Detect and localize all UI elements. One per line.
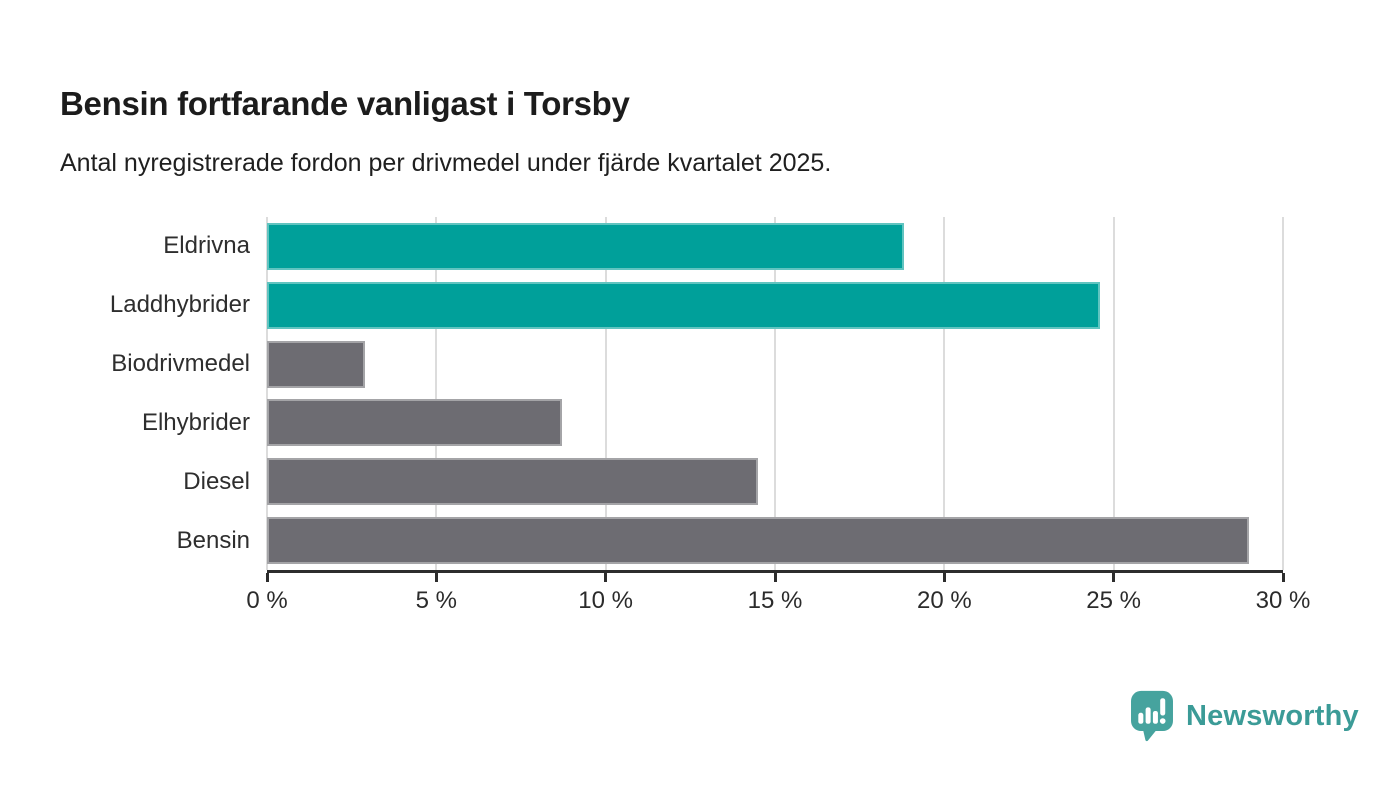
plot-area [266,217,1284,570]
gridline [435,217,438,570]
axis-tick-label: 25 % [1086,587,1142,614]
axis-tick-label: 20 % [916,587,972,614]
axis-tick [773,573,777,582]
axis-tick [1281,573,1285,582]
bar-bensin [267,517,1250,565]
newsworthy-logo: Newsworthy [1130,690,1359,742]
category-label-diesel: Diesel [183,467,250,495]
gridline [774,217,776,570]
gridline [1112,217,1115,570]
gridline [604,217,607,570]
category-label-elhybrider: Elhybrider [141,408,250,436]
bar-chart: 0 % 5 % 10 % 15 % 20 % 25 % 30 % Eldrivna Laddh… [60,217,1320,617]
speech-bubble-bar-chart-icon [1131,690,1173,742]
axis-tick [265,573,269,582]
category-label-bensin: Bensin [176,526,250,554]
brand-name: Newsworthy [1186,699,1359,732]
axis-tick [942,573,946,582]
category-label-eldrivna: Eldrivna [163,232,250,260]
axis-tick-label: 0 % [246,587,288,614]
axis-tick [604,573,608,582]
axis-tick-label: 15 % [747,587,803,614]
bar-eldrivna [267,222,904,270]
gridline [1282,217,1284,570]
axis-tick-label: 10 % [578,587,634,614]
category-label-laddhybrider: Laddhybrider [109,291,250,319]
gridline [266,217,268,570]
axis-tick [1112,573,1116,582]
bar-laddhybrider [267,281,1101,329]
page-title: Bensin fortfarande vanligast i Torsby [60,85,630,123]
category-label-biodrivmedel: Biodrivmedel [111,350,250,378]
gridline [943,217,946,570]
bar-elhybrider [267,399,562,447]
bar-diesel [267,458,759,506]
x-axis-line [267,570,1283,573]
chart-subtitle: Antal nyregistrerade fordon per drivmede… [60,149,832,177]
axis-tick-label: 5 % [415,587,458,614]
axis-tick-label: 30 % [1255,587,1311,614]
axis-tick [434,573,438,582]
bar-biodrivmedel [267,340,366,388]
